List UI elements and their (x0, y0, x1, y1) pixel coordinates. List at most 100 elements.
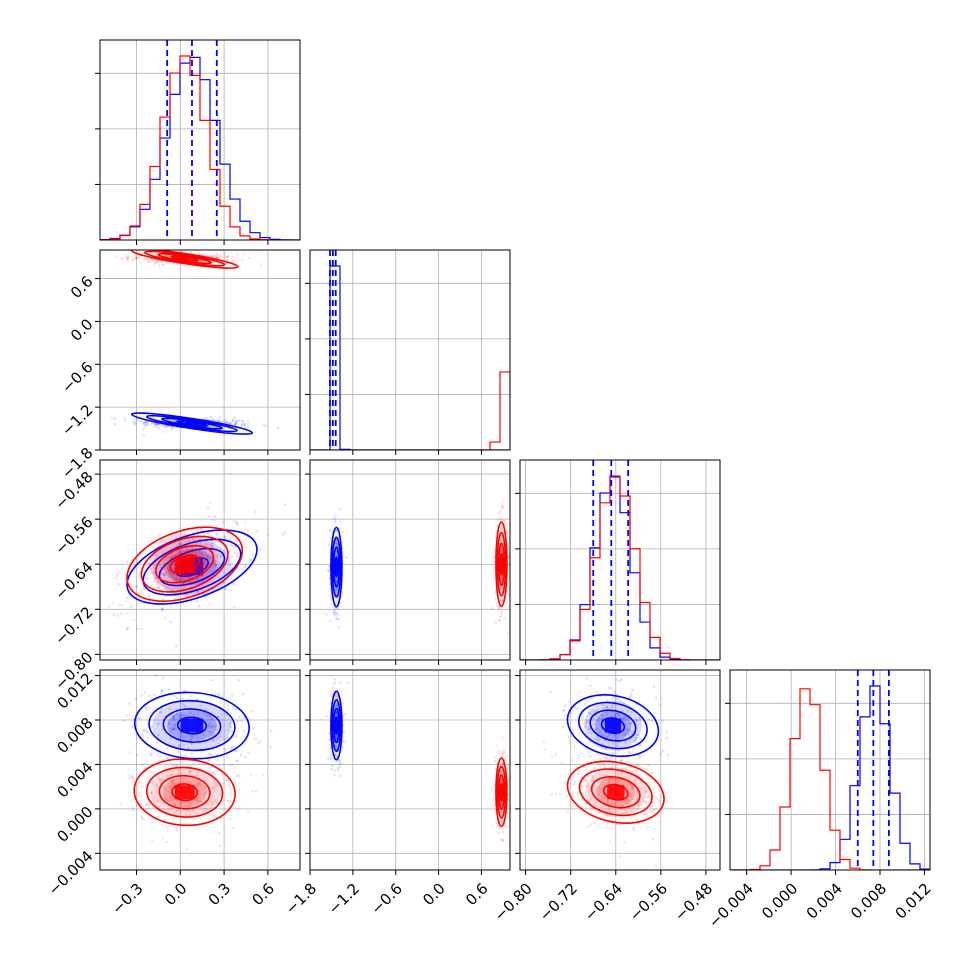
scatter-point (162, 551, 165, 554)
scatter-point (175, 696, 179, 699)
scatter-point (619, 759, 622, 763)
scatter-point (620, 812, 624, 816)
scatter-point (175, 712, 179, 715)
scatter-point (236, 719, 240, 723)
scatter-point (228, 472, 232, 476)
scatter-point (159, 710, 162, 714)
scatter-point (572, 782, 575, 786)
scatter-point (224, 737, 227, 741)
scatter-point (160, 607, 164, 611)
scatter-point (652, 685, 656, 688)
scatter-point (332, 610, 336, 614)
scatter-point (183, 704, 187, 708)
scatter-point (585, 784, 589, 788)
scatter-point (209, 753, 213, 756)
scatter-point (198, 565, 202, 569)
scatter-point (204, 708, 208, 711)
scatter-point (334, 612, 337, 615)
x-tick-label: 0.004 (803, 880, 846, 923)
scatter-point (218, 415, 222, 419)
scatter-point (188, 771, 191, 774)
scatter-point (141, 422, 145, 426)
scatter-point (206, 531, 210, 535)
scatter-point (162, 263, 166, 267)
scatter-point (588, 727, 591, 731)
scatter-point (283, 531, 287, 534)
scatter-point (261, 774, 265, 777)
scatter-point (605, 705, 609, 709)
scatter-point (167, 707, 171, 711)
scatter-point (600, 805, 603, 809)
scatter-point (628, 696, 631, 699)
scatter-point (334, 712, 338, 715)
scatter-point (499, 536, 503, 540)
scatter-point (175, 809, 178, 812)
scatter-point (622, 812, 626, 815)
scatter-point (573, 780, 577, 784)
scatter-point (197, 796, 200, 800)
scatter-point (215, 813, 218, 817)
scatter-point (327, 731, 331, 735)
density-peak-series-1 (180, 422, 204, 425)
scatter-point (179, 802, 183, 806)
scatter-point (143, 691, 147, 694)
contour-series-2-level-3 (496, 531, 507, 597)
scatter-point (625, 755, 628, 758)
scatter-point (217, 831, 221, 834)
scatter-point (242, 252, 246, 256)
scatter-point (171, 771, 174, 774)
scatter-frame-4-2 (309, 669, 511, 871)
scatter-point (190, 694, 193, 698)
scatter-point (111, 601, 114, 605)
contour-series-2-level-1 (171, 783, 199, 802)
contour-series-1-level-3 (578, 701, 648, 750)
scatter-point (605, 751, 609, 755)
scatter-point (131, 420, 135, 424)
scatter-point (244, 755, 248, 759)
scatter-point (146, 589, 150, 593)
scatter-point (183, 533, 186, 536)
scatter-point (335, 711, 339, 715)
scatter-point (171, 552, 174, 555)
scatter-point (170, 605, 173, 608)
scatter-point (262, 423, 266, 427)
scatter-point (228, 539, 231, 542)
scatter-point (235, 522, 239, 525)
scatter-point (152, 735, 155, 739)
scatter-point (201, 586, 204, 589)
scatter-point (133, 618, 136, 622)
scatter-point (326, 758, 330, 761)
scatter-point (180, 772, 183, 775)
scatter-point (167, 569, 170, 573)
scatter-point (630, 785, 634, 789)
scatter-point (611, 777, 614, 780)
scatter-point (573, 772, 576, 775)
scatter-point (200, 750, 203, 754)
scatter-point (506, 804, 510, 808)
scatter-point (134, 585, 138, 588)
scatter-point (147, 806, 151, 810)
scatter-point (254, 510, 257, 514)
scatter-point (177, 543, 181, 547)
scatter-point (149, 770, 153, 774)
scatter-point (145, 577, 148, 580)
hist-step-series-1 (310, 265, 510, 450)
scatter-point (210, 730, 213, 734)
scatter-point (636, 733, 640, 737)
scatter-point (638, 756, 642, 759)
scatter-point (232, 605, 236, 608)
scatter-point (334, 588, 337, 592)
scatter-point (186, 746, 190, 750)
contour-series-2-level-1 (170, 255, 199, 262)
scatter-point (502, 749, 505, 752)
density-peak-series-1 (335, 718, 338, 733)
scatter-point (181, 735, 185, 738)
scatter-point (171, 728, 175, 732)
scatter-point (224, 535, 227, 539)
scatter-point (147, 260, 150, 264)
scatter-point (228, 421, 232, 425)
scatter-point (140, 694, 143, 697)
contour-series-1-level-1 (176, 716, 208, 735)
scatter-point (166, 774, 170, 777)
scatter-point (178, 551, 182, 555)
